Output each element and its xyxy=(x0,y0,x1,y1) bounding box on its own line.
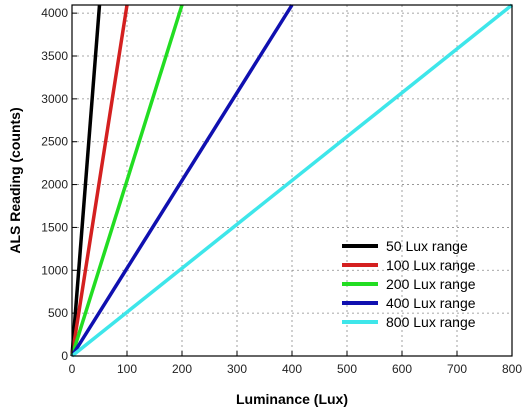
y-axis-title: ALS Reading (counts) xyxy=(7,107,23,253)
y-tick-label: 1000 xyxy=(41,263,68,277)
y-tick-label: 3000 xyxy=(41,92,68,106)
x-tick-label: 200 xyxy=(172,362,192,376)
series-lines xyxy=(70,3,514,358)
x-tick-label: 400 xyxy=(282,362,302,376)
x-tick-label: 100 xyxy=(117,362,137,376)
legend-label: 100 Lux range xyxy=(386,257,476,273)
y-tick-label: 500 xyxy=(48,306,68,320)
series-line xyxy=(70,4,102,357)
series-line xyxy=(70,3,514,358)
y-tick-label: 2500 xyxy=(41,135,68,149)
series-line xyxy=(70,4,129,357)
legend-label: 200 Lux range xyxy=(386,276,476,292)
y-tick-label: 1500 xyxy=(41,220,68,234)
legend-label: 50 Lux range xyxy=(386,238,468,254)
x-tick-label: 500 xyxy=(337,362,357,376)
y-tick-label: 4000 xyxy=(41,6,68,20)
x-tick-label: 800 xyxy=(502,362,522,376)
tick-labels: 0 100 200 300 400 500 600 700 800 0 500 1000 1500 200… xyxy=(41,6,522,376)
series-line xyxy=(70,4,184,357)
series-line xyxy=(70,4,294,357)
axis-ticks xyxy=(71,12,513,357)
x-tick-label: 0 xyxy=(69,362,76,376)
legend: 50 Lux range 100 Lux range 200 Lux range 40… xyxy=(342,238,476,330)
y-tick-label: 0 xyxy=(61,349,68,363)
legend-label: 800 Lux range xyxy=(386,314,476,330)
y-tick-label: 3500 xyxy=(41,49,68,63)
x-tick-label: 700 xyxy=(447,362,467,376)
x-axis-title: Luminance (Lux) xyxy=(236,391,348,407)
legend-label: 400 Lux range xyxy=(386,295,476,311)
x-tick-label: 300 xyxy=(227,362,247,376)
x-tick-label: 600 xyxy=(392,362,412,376)
y-tick-label: 2000 xyxy=(41,178,68,192)
